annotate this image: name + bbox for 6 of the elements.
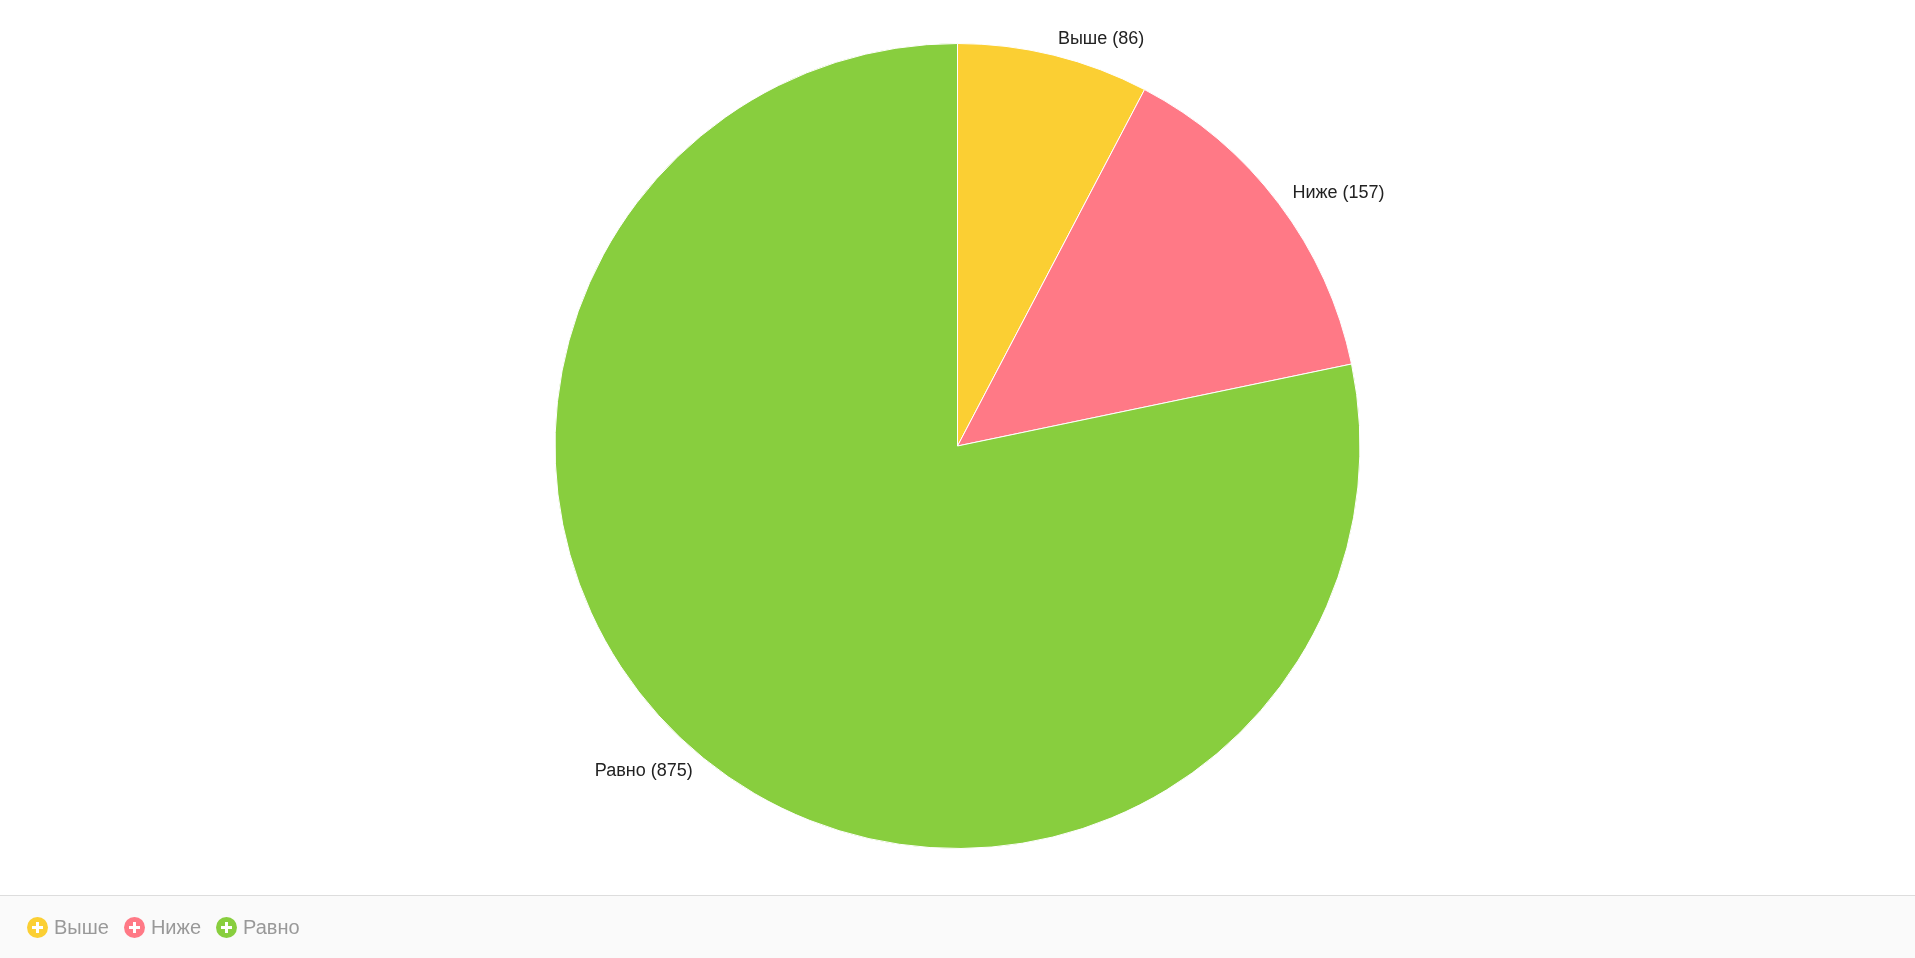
legend-label: Выше — [54, 915, 109, 939]
legend-label: Равно — [243, 915, 300, 939]
data-label: Равно (875) — [594, 760, 693, 781]
data-label: Ниже (157) — [1292, 182, 1385, 203]
legend-label: Ниже — [150, 915, 202, 939]
data-label: Выше (86) — [1057, 27, 1145, 48]
